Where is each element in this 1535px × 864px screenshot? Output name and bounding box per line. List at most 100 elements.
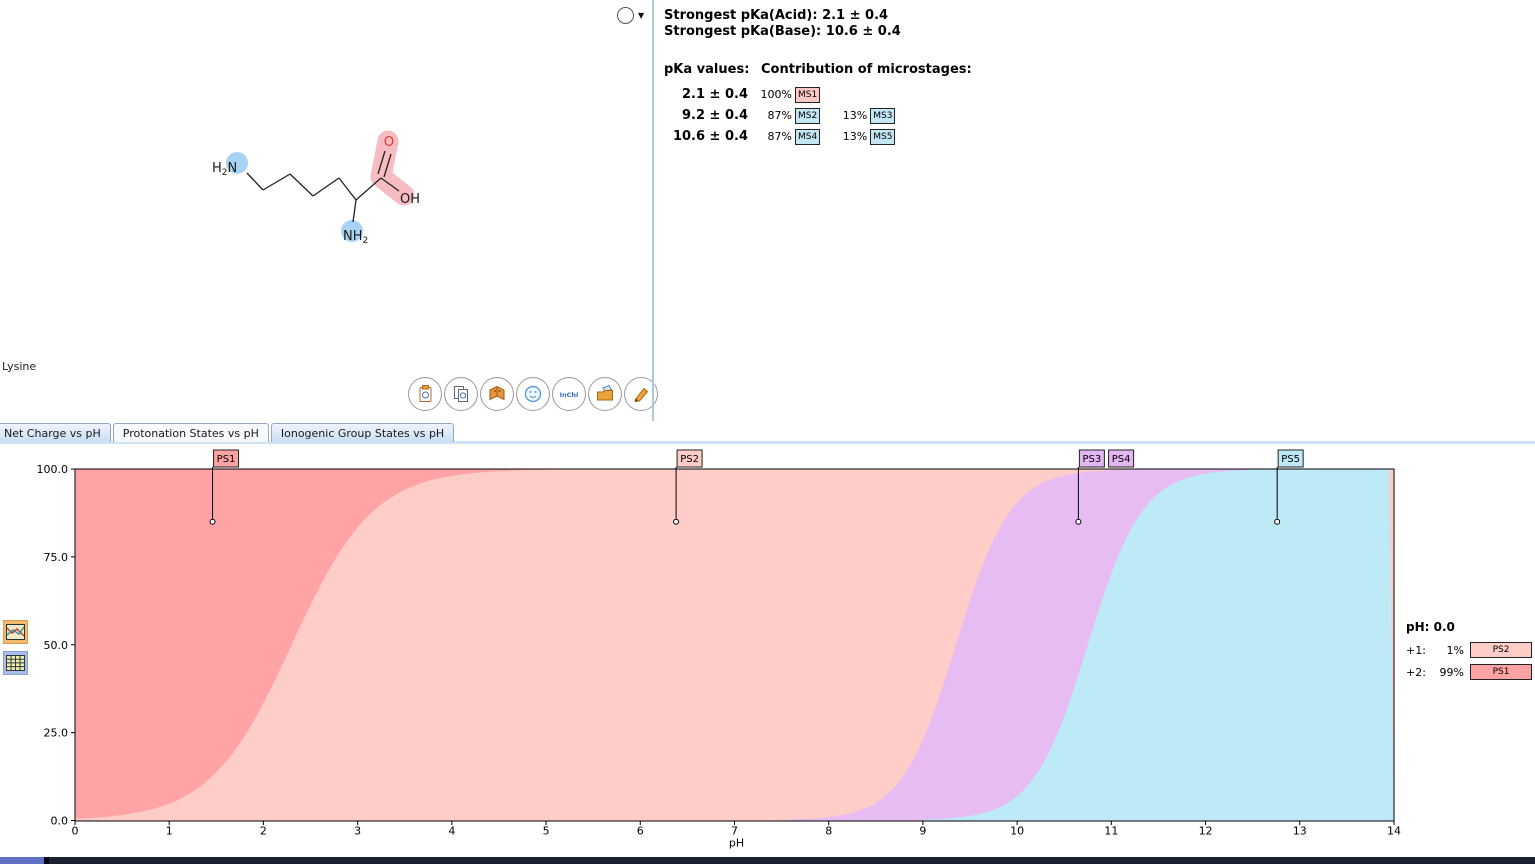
protonation-chart[interactable]: 0 1 2 3 4 5 6 7 8 9 10 11 12 13 14pH0.025.050.075.0100… <box>0 445 1535 857</box>
copy-structure-button[interactable] <box>444 377 478 411</box>
x-tick-label: 0 <box>72 825 79 838</box>
pka-row: 10.6 ± 0.4 87% MS4 13% MS5 <box>664 126 1084 147</box>
x-tick-label: 10 <box>1010 825 1024 838</box>
svg-text:InChI: InChI <box>560 391 579 399</box>
bottom-scroll-strip[interactable] <box>0 857 1535 864</box>
chart-view-button[interactable] <box>3 620 28 645</box>
microstate-percent: 87% <box>767 109 792 122</box>
tab-protonation-states-vs-ph[interactable]: Protonation States vs pH <box>112 423 269 442</box>
legend-row: +1: 1% PS2 <box>1406 639 1532 661</box>
y-tick-label: 75.0 <box>44 551 69 564</box>
microstate-chip-ms2[interactable]: MS2 <box>795 107 821 124</box>
atom-labels: H2N NH2 O OH <box>212 135 420 246</box>
book-icon <box>489 385 505 401</box>
amine-highlight <box>226 152 248 174</box>
copy-icon <box>454 386 468 402</box>
microstate-chip-ms3[interactable]: MS3 <box>870 107 896 124</box>
x-tick-label: 12 <box>1199 825 1213 838</box>
flag-marker[interactable] <box>1075 518 1082 525</box>
flag-ps3[interactable] <box>1078 449 1105 468</box>
flag-ps2[interactable] <box>676 449 703 468</box>
chart-area-ps1 <box>75 469 641 819</box>
atom-label: NH2 <box>343 229 368 246</box>
microstate-chip-ms5[interactable]: MS5 <box>870 128 896 145</box>
atom-label: OH <box>400 192 420 207</box>
legend-charge: +1: <box>1406 643 1426 657</box>
x-tick-label: 1 <box>166 825 173 838</box>
pka-results-panel: Strongest pKa(Acid): 2.1 ± 0.4 Strongest… <box>664 8 1084 147</box>
compound-name: Lysine <box>2 360 37 373</box>
pka-row: 9.2 ± 0.4 87% MS2 13% MS3 <box>664 105 1084 126</box>
chart-area-ps5 <box>922 469 1394 821</box>
base-group-highlights <box>226 152 363 242</box>
flag-ps4[interactable] <box>1108 449 1135 468</box>
legend-percent: 1% <box>1446 643 1464 657</box>
pencil-icon <box>634 387 649 403</box>
pka-values-header: pKa values: <box>664 62 750 77</box>
tabbar-underline <box>0 441 1535 444</box>
library-button[interactable] <box>480 377 514 411</box>
strongest-acid-line: Strongest pKa(Acid): 2.1 ± 0.4 <box>664 8 889 23</box>
flag-label: PS2 <box>680 454 699 465</box>
x-tick-label: 7 <box>731 825 738 838</box>
amine-highlight <box>341 220 363 242</box>
strongest-base-line: Strongest pKa(Base): 10.6 ± 0.4 <box>664 24 901 39</box>
folder-icon <box>597 384 613 401</box>
scroll-thumb[interactable] <box>0 857 44 864</box>
molecule-toolbar: InChI <box>408 377 658 411</box>
ph-readout-title: pH: 0.0 <box>1406 620 1455 634</box>
contribution-header: Contribution of microstages: <box>761 62 972 77</box>
molecule-canvas[interactable]: H2N NH2 O OH <box>0 0 660 420</box>
x-tick-label: 5 <box>543 825 550 838</box>
export-button[interactable] <box>588 377 622 411</box>
table-view-icon <box>3 651 28 675</box>
legend-percent: 99% <box>1439 665 1464 679</box>
flag-marker[interactable] <box>1274 518 1281 525</box>
legend-charge: +2: <box>1406 665 1426 679</box>
legend-chip-ps1[interactable]: PS1 <box>1470 664 1532 680</box>
pka-value: 2.1 ± 0.4 <box>681 87 748 102</box>
chart-tabbar: Net Charge vs pH Protonation States vs pH… <box>0 423 455 442</box>
x-tick-label: 4 <box>448 825 455 838</box>
microstate-percent: 100% <box>760 88 792 101</box>
atom-label: H2N <box>212 161 237 178</box>
chevron-down-icon[interactable]: ▼ <box>638 10 645 20</box>
x-tick-label: 6 <box>637 825 644 838</box>
x-tick-label: 13 <box>1293 825 1307 838</box>
panel-divider <box>652 0 654 421</box>
x-axis-label: pH <box>729 837 744 850</box>
tab-ionogenic-group-states-vs-ph[interactable]: Ionogenic Group States vs pH <box>270 423 455 442</box>
flag-label: PS4 <box>1112 454 1131 465</box>
paste-structure-button[interactable] <box>408 377 442 411</box>
pka-row: 2.1 ± 0.4 100% MS1 <box>664 84 1084 105</box>
inchi-icon: InChI <box>560 391 579 399</box>
flag-marker[interactable] <box>673 518 680 525</box>
table-view-button[interactable] <box>3 651 28 676</box>
inchi-button[interactable]: InChI <box>552 377 586 411</box>
flag-ps5[interactable] <box>1277 449 1304 468</box>
tab-net-charge-vs-ph[interactable]: Net Charge vs pH <box>0 423 111 442</box>
flag-label: PS5 <box>1281 454 1300 465</box>
y-tick-label: 100.0 <box>37 463 69 476</box>
y-tick-label: 0.0 <box>51 815 69 828</box>
smiles-button[interactable] <box>516 377 550 411</box>
flag-ps1[interactable] <box>213 449 240 468</box>
flag-marker[interactable] <box>209 518 216 525</box>
ph-readout-legend: pH: 0.0 +1: 1% PS2 +2: 99% PS1 <box>1406 620 1532 683</box>
x-tick-label: 14 <box>1387 825 1401 838</box>
scroll-notch <box>44 857 49 864</box>
chart-view-icon <box>3 620 28 644</box>
microstate-percent: 13% <box>842 109 868 122</box>
smiley-icon <box>524 385 542 403</box>
x-tick-label: 9 <box>919 825 926 838</box>
microstate-percent: 13% <box>842 130 868 143</box>
clipboard-icon <box>419 385 432 402</box>
legend-row: +2: 99% PS1 <box>1406 661 1532 683</box>
structure-selector-dropdown[interactable]: ▼ <box>617 5 651 25</box>
microstate-percent: 87% <box>767 130 792 143</box>
legend-chip-ps2[interactable]: PS2 <box>1470 642 1532 658</box>
microstate-chip-ms1[interactable]: MS1 <box>795 86 821 103</box>
radio-circle-icon[interactable] <box>617 6 634 24</box>
microstate-chip-ms4[interactable]: MS4 <box>795 128 821 145</box>
